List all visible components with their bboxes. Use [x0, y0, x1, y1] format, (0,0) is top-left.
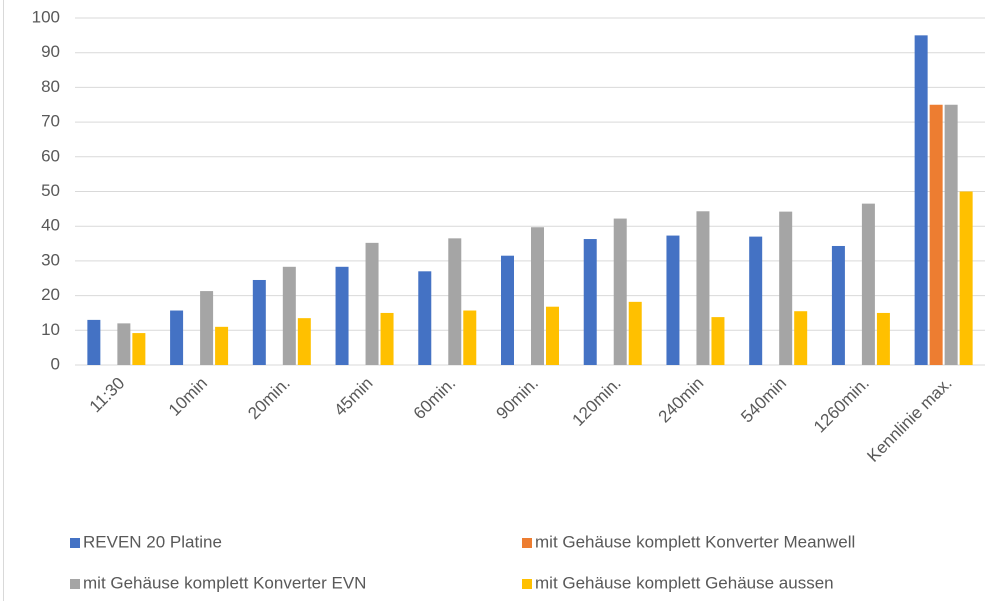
legend-label: mit Gehäuse komplett Gehäuse aussen: [535, 573, 834, 592]
bar: [749, 236, 763, 365]
bar: [200, 291, 214, 365]
legend-swatch: [70, 579, 80, 589]
legend-label: REVEN 20 Platine: [83, 532, 222, 551]
bar: [252, 279, 266, 365]
bar: [365, 242, 379, 365]
bar: [117, 323, 131, 365]
bar: [914, 35, 928, 365]
bar: [170, 310, 184, 365]
bar: [876, 312, 890, 365]
x-tick-label: 120min.: [569, 374, 625, 430]
y-tick-label: 50: [41, 181, 60, 200]
x-tick-label: 90min.: [492, 374, 542, 424]
bar: [546, 306, 559, 365]
y-tick-label: 20: [41, 285, 60, 304]
legend-swatch: [522, 538, 532, 548]
bar: [613, 218, 627, 365]
bar: [944, 104, 958, 365]
bar: [711, 317, 725, 365]
y-tick-label: 10: [41, 320, 60, 339]
bar: [959, 191, 973, 365]
bar: [448, 238, 462, 365]
bar: [831, 245, 845, 365]
y-tick-label: 40: [41, 216, 60, 235]
x-tick-label: 240min: [655, 374, 708, 427]
legend-label: mit Gehäuse komplett Konverter Meanwell: [535, 532, 855, 551]
x-tick-label: 45min: [330, 374, 376, 420]
bar: [696, 211, 710, 365]
y-tick-label: 30: [41, 250, 60, 269]
chart-frame: [3, 0, 4, 601]
bar: [583, 239, 597, 365]
y-tick-label: 100: [32, 7, 60, 26]
legend-label: mit Gehäuse komplett Konverter EVN: [83, 573, 366, 592]
bar: [282, 266, 296, 365]
y-tick-label: 0: [51, 354, 60, 373]
bar: [463, 310, 477, 365]
bar: [779, 211, 793, 365]
y-tick-label: 90: [41, 42, 60, 61]
x-tick-label: 540min: [737, 374, 790, 427]
bar: [87, 319, 101, 365]
y-tick-label: 80: [41, 77, 60, 96]
bar: [666, 235, 680, 365]
legend-swatch: [522, 579, 532, 589]
x-tick-label: Kennlinie max.: [863, 374, 955, 466]
bar: [501, 255, 514, 365]
x-tick-label: 10min: [165, 374, 211, 420]
bar: [380, 312, 394, 365]
bar: [861, 203, 875, 365]
x-tick-label: 60min.: [410, 374, 460, 424]
bar: [132, 333, 146, 365]
bar: [215, 326, 229, 365]
bar: [929, 104, 943, 365]
bar: [794, 311, 808, 365]
bar: [531, 227, 544, 365]
x-tick-label: 1260min.: [810, 374, 873, 437]
bar: [418, 271, 432, 365]
y-tick-label: 60: [41, 146, 60, 165]
bar: [335, 266, 349, 365]
legend-swatch: [70, 538, 80, 548]
bar: [628, 301, 642, 365]
bar: [297, 318, 311, 365]
y-tick-label: 70: [41, 112, 60, 131]
x-tick-label: 20min.: [244, 374, 294, 424]
x-tick-label: 11:30: [86, 374, 129, 417]
